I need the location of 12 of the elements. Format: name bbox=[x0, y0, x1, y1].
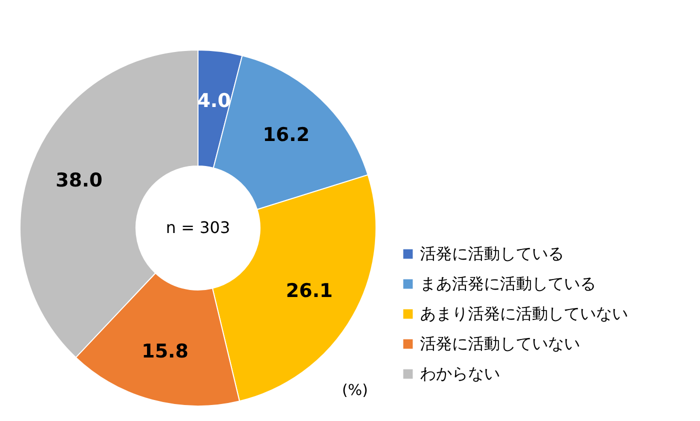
legend-label: あまり活発に活動していない bbox=[420, 304, 628, 323]
legend-label: 活発に活動している bbox=[420, 244, 564, 263]
text: n = 303 bbox=[166, 218, 230, 237]
legend-label: まあ活発に活動している bbox=[420, 274, 596, 293]
legend-label: 活発に活動していない bbox=[420, 334, 580, 353]
data-label: 4.0 bbox=[197, 90, 231, 112]
text: (%) bbox=[342, 381, 368, 399]
data-label: 38.0 bbox=[56, 170, 102, 192]
data-label: 15.8 bbox=[142, 340, 188, 363]
legend-label: わからない bbox=[420, 364, 500, 383]
data-label: 26.1 bbox=[286, 280, 333, 302]
data-label: 16.2 bbox=[262, 124, 310, 146]
